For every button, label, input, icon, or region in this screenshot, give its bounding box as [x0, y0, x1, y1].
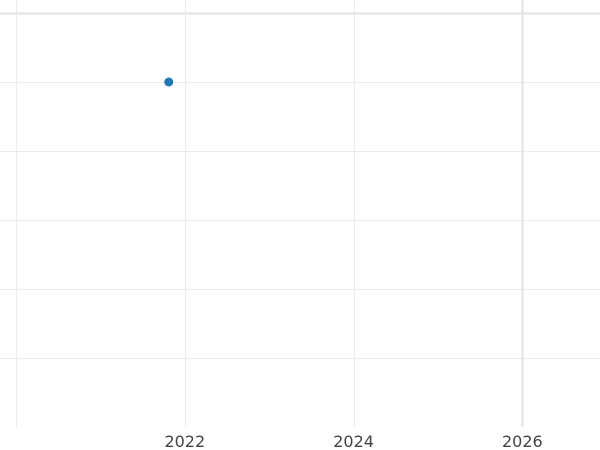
x-axis-ticks: 2022 2024 2026 — [164, 432, 542, 450]
x-tick-label: 2026 — [502, 432, 543, 450]
x-tick-label: 2022 — [164, 432, 205, 450]
data-points — [164, 77, 174, 87]
grid — [0, 0, 600, 427]
data-point — [164, 77, 174, 87]
x-tick-label: 2024 — [333, 432, 374, 450]
